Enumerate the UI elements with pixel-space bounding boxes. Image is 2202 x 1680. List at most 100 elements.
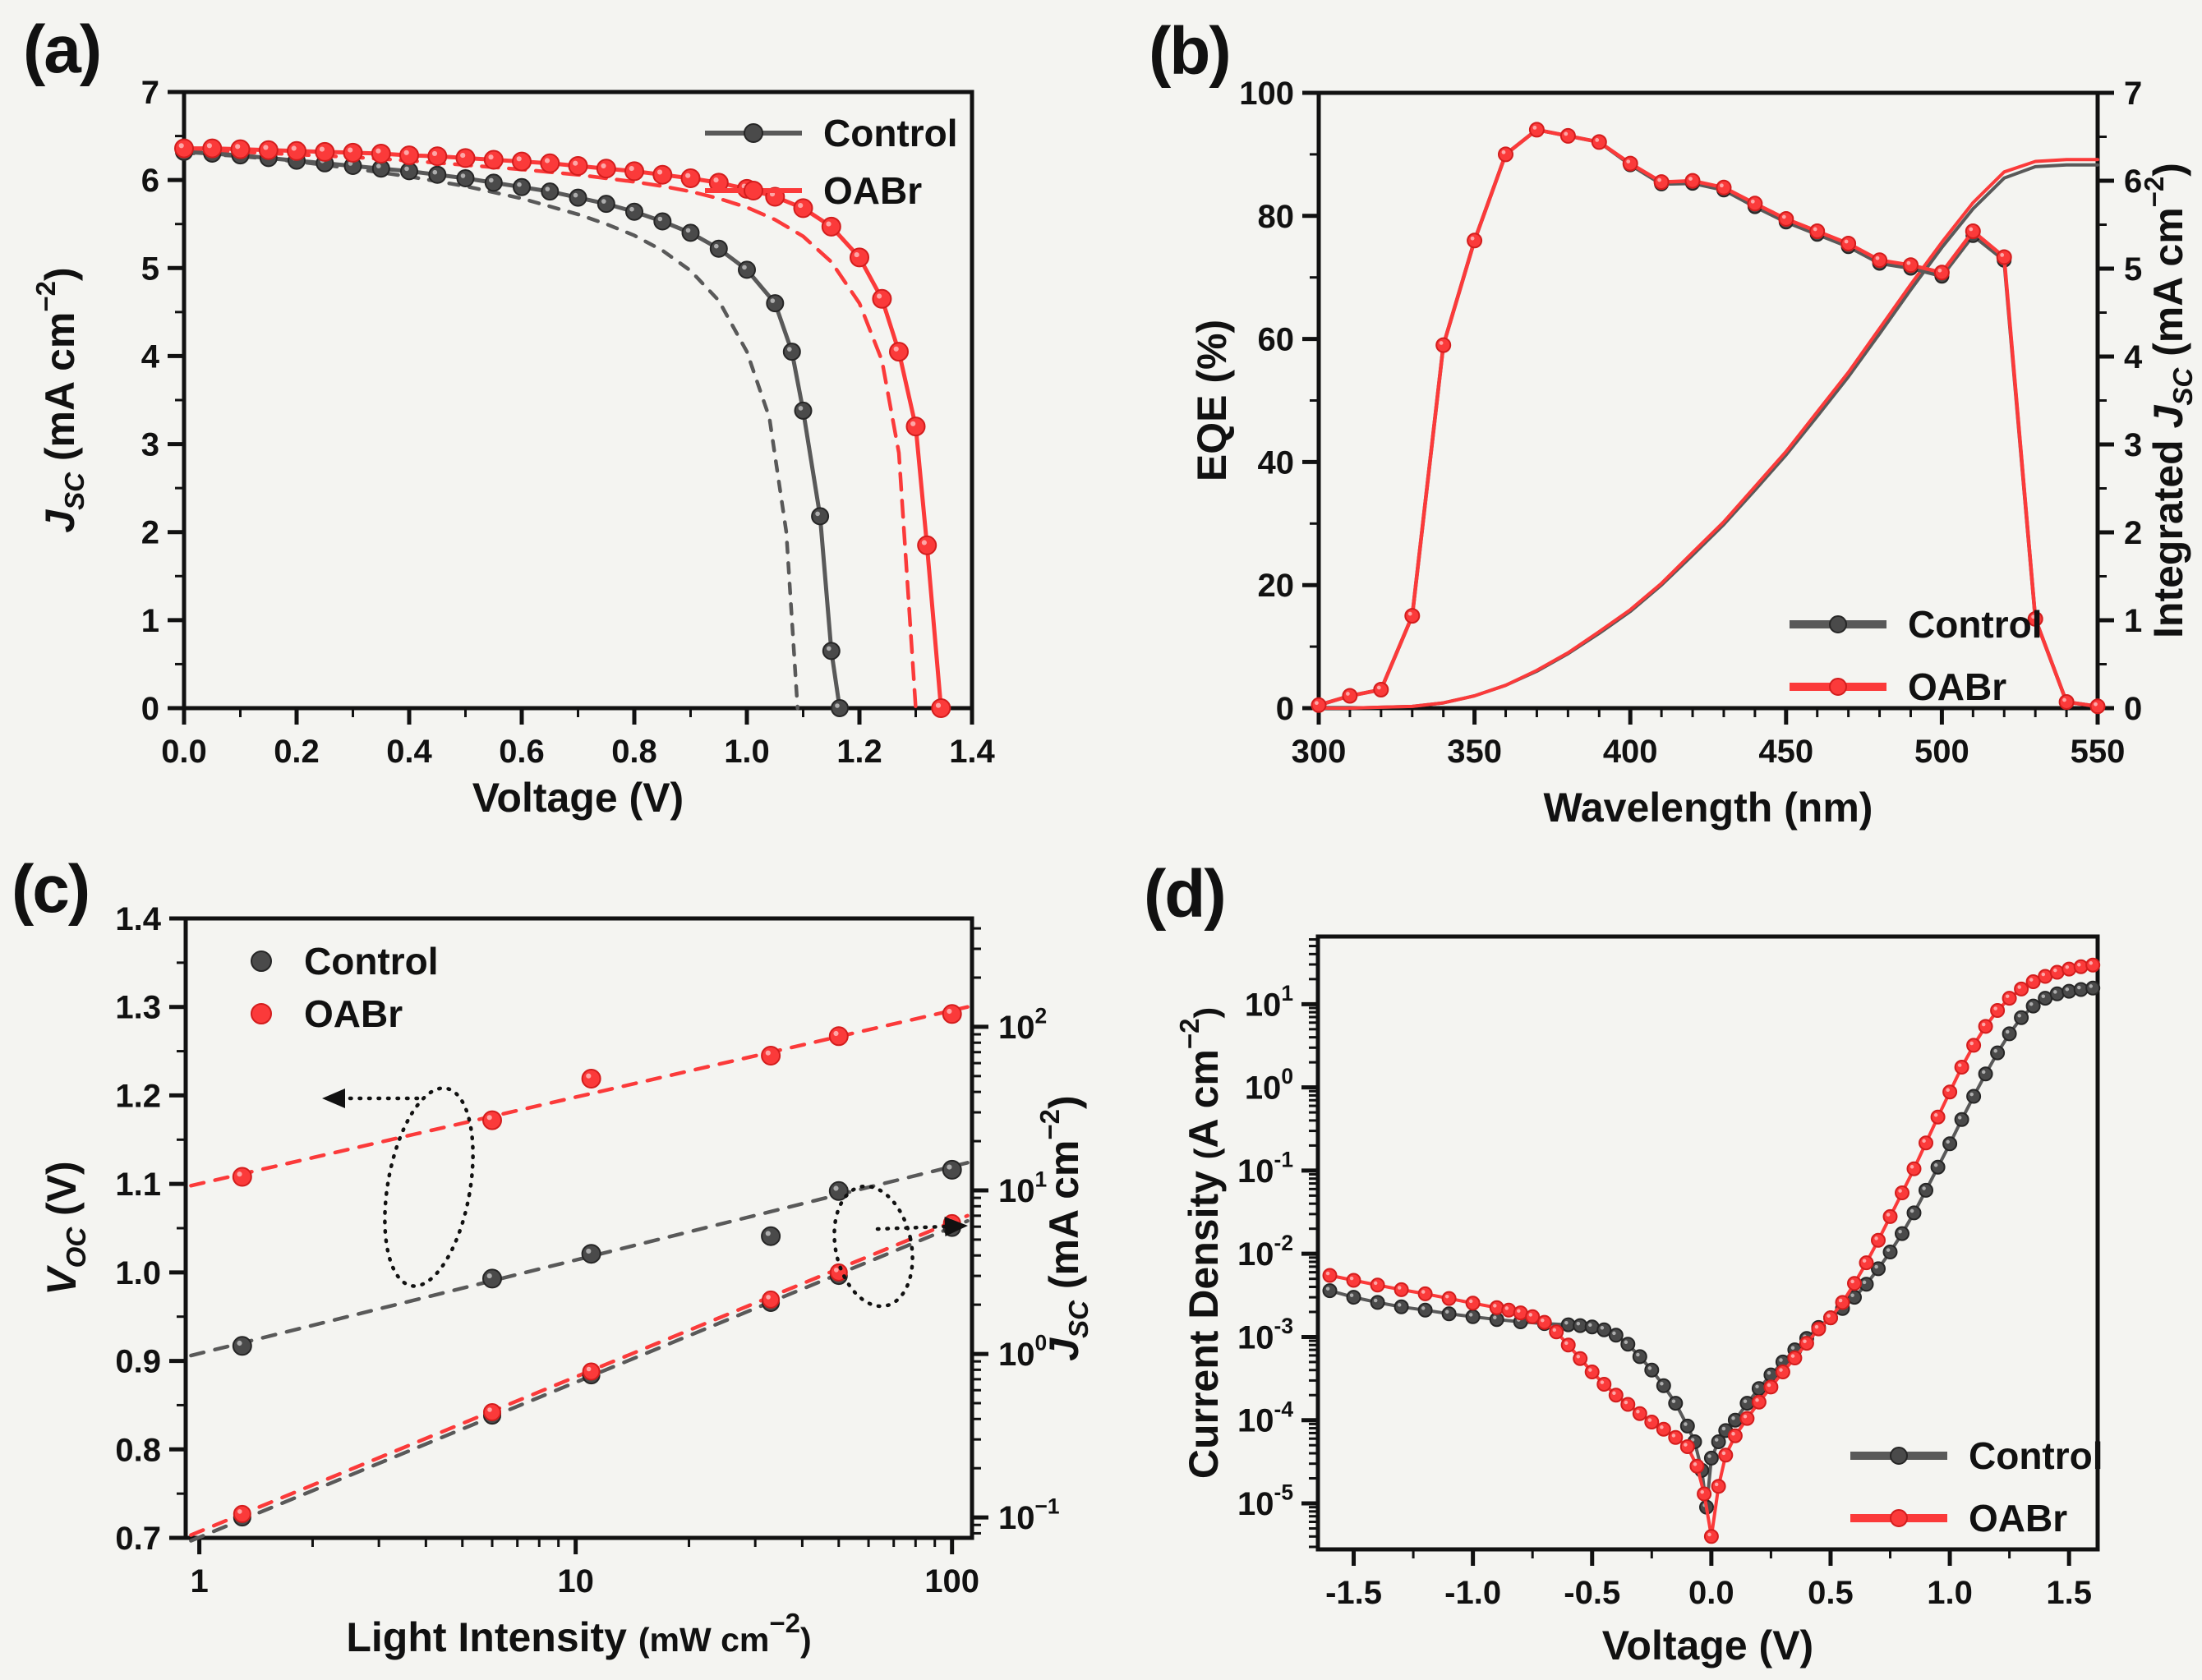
data-point bbox=[482, 1268, 502, 1289]
y-right-tick-label: 1 bbox=[2124, 603, 2142, 639]
y-tick-label: 1.4 bbox=[115, 901, 161, 937]
marker-highlight bbox=[1707, 1454, 1711, 1458]
y-right-tick-label: 10−1 bbox=[998, 1494, 1060, 1536]
marker-highlight bbox=[1969, 1092, 1974, 1097]
data-point bbox=[1467, 232, 1483, 249]
data-point bbox=[1668, 1429, 1684, 1445]
data-point bbox=[761, 1046, 781, 1066]
marker-highlight bbox=[629, 166, 634, 172]
marker-highlight bbox=[765, 1231, 771, 1236]
marker-highlight bbox=[601, 163, 606, 168]
legend: Control OABr bbox=[251, 940, 439, 1035]
marker-highlight bbox=[1624, 1340, 1628, 1345]
marker-highlight bbox=[1721, 1451, 1726, 1456]
x-tick-label: 1.0 bbox=[724, 734, 770, 770]
marker-highlight bbox=[1909, 1208, 1914, 1213]
y-tick-label: 6 bbox=[141, 163, 159, 199]
data-point bbox=[1622, 155, 1638, 172]
marker-highlight bbox=[2017, 985, 2021, 989]
marker-highlight bbox=[1564, 1320, 1569, 1325]
marker-highlight bbox=[237, 1509, 242, 1514]
x-tick-label: 350 bbox=[1447, 734, 1502, 770]
legend: Control OABr bbox=[705, 112, 958, 212]
panel-label-d: (d) bbox=[1144, 857, 1227, 932]
y-axis-title: EQE (%) bbox=[1189, 320, 1235, 481]
marker-highlight bbox=[1946, 1139, 1950, 1144]
control-reverse-dashed-line bbox=[182, 150, 799, 711]
data-point bbox=[850, 247, 869, 268]
data-point bbox=[1978, 1066, 1993, 1082]
marker-highlight bbox=[178, 143, 184, 149]
marker-highlight bbox=[1528, 1313, 1533, 1317]
marker-highlight bbox=[1993, 1006, 1997, 1010]
legend-marker bbox=[251, 950, 272, 972]
marker-highlight bbox=[1612, 1331, 1616, 1336]
marker-highlight bbox=[2077, 963, 2081, 967]
control-forward-solid-line bbox=[182, 150, 842, 711]
chart-a-group: 0.0 0.2 0.4 0.6 0.8 1.0 1.2 1.4 0 1 2 3 4 5 6 7 Voltage … bbox=[30, 75, 996, 821]
x-tick-label: 400 bbox=[1603, 734, 1658, 770]
marker-highlight bbox=[1779, 1368, 1783, 1372]
data-point bbox=[1441, 1306, 1457, 1322]
marker-highlight bbox=[516, 156, 522, 162]
data-point bbox=[766, 294, 785, 313]
marker-highlight bbox=[1626, 159, 1631, 163]
data-point bbox=[1322, 1268, 1338, 1283]
marker-highlight bbox=[2017, 1014, 2021, 1018]
data-point bbox=[762, 1290, 781, 1309]
data-point bbox=[230, 139, 251, 159]
marker-highlight bbox=[1946, 1088, 1950, 1093]
legend-marker bbox=[1890, 1509, 1908, 1527]
data-point bbox=[569, 188, 587, 207]
data-point bbox=[1373, 682, 1389, 697]
dark-jv-chart-svg: -1.5 -1.0 -0.5 0.0 0.5 1.0 1.5 10-5 10-4 10-3 10-2… bbox=[1174, 934, 2103, 1668]
data-point bbox=[1747, 196, 1763, 212]
marker-highlight bbox=[834, 1268, 839, 1273]
marker-highlight bbox=[2029, 1001, 2034, 1006]
marker-highlight bbox=[1684, 1443, 1688, 1447]
data-point bbox=[512, 151, 532, 172]
panel-label-c: (c) bbox=[12, 852, 90, 927]
panel-c-light-intensity: 1 10 100 0.7 0.8 0.9 1.0 1.1 1.2 1.3 1.4 10−1 100 101… bbox=[0, 838, 1101, 1680]
data-point bbox=[794, 401, 813, 420]
marker-highlight bbox=[854, 252, 859, 258]
marker-highlight bbox=[1407, 611, 1412, 616]
data-point bbox=[1573, 1318, 1588, 1333]
marker-highlight bbox=[685, 173, 691, 178]
marker-highlight bbox=[742, 265, 747, 270]
data-point bbox=[1394, 1282, 1409, 1297]
legend-label: Control bbox=[1969, 1434, 2103, 1477]
marker-highlight bbox=[877, 293, 882, 299]
marker-highlight bbox=[798, 406, 804, 411]
x-tick-label: 0.8 bbox=[611, 734, 657, 770]
dark-jv-control-markers bbox=[1322, 980, 2101, 1515]
marker-highlight bbox=[1600, 1380, 1605, 1384]
marker-highlight bbox=[237, 1340, 242, 1346]
marker-highlight bbox=[1731, 1432, 1735, 1436]
data-point bbox=[1584, 1319, 1600, 1335]
y-right-tick-label: 101 bbox=[998, 1167, 1047, 1209]
y-tick-label: 60 bbox=[1258, 322, 1295, 358]
data-point bbox=[624, 161, 644, 182]
marker-highlight bbox=[835, 703, 840, 708]
eqe-oabr-markers bbox=[1311, 122, 2106, 715]
marker-highlight bbox=[1552, 1328, 1557, 1332]
marker-highlight bbox=[1636, 1410, 1640, 1414]
marker-highlight bbox=[486, 1115, 492, 1121]
y-right-tick-label: 2 bbox=[2124, 515, 2142, 551]
data-point bbox=[738, 260, 756, 279]
data-point bbox=[1465, 1296, 1481, 1311]
data-point bbox=[1895, 1226, 1909, 1241]
legend-marker bbox=[744, 123, 763, 143]
marker-highlight bbox=[586, 1248, 592, 1254]
marker-highlight bbox=[1707, 1532, 1711, 1537]
marker-highlight bbox=[1636, 1352, 1640, 1357]
x-tick-label: 1.0 bbox=[1927, 1575, 1973, 1611]
legend-label: OABr bbox=[1908, 665, 2006, 708]
panel-a-jv-curves: 0.0 0.2 0.4 0.6 0.8 1.0 1.2 1.4 0 1 2 3 4 5 6 7 Voltage … bbox=[0, 0, 1101, 838]
data-point bbox=[1417, 1302, 1433, 1318]
data-point bbox=[1311, 697, 1327, 713]
data-point bbox=[2002, 1026, 2017, 1042]
marker-highlight bbox=[1588, 1323, 1592, 1328]
data-point bbox=[1394, 1299, 1409, 1314]
